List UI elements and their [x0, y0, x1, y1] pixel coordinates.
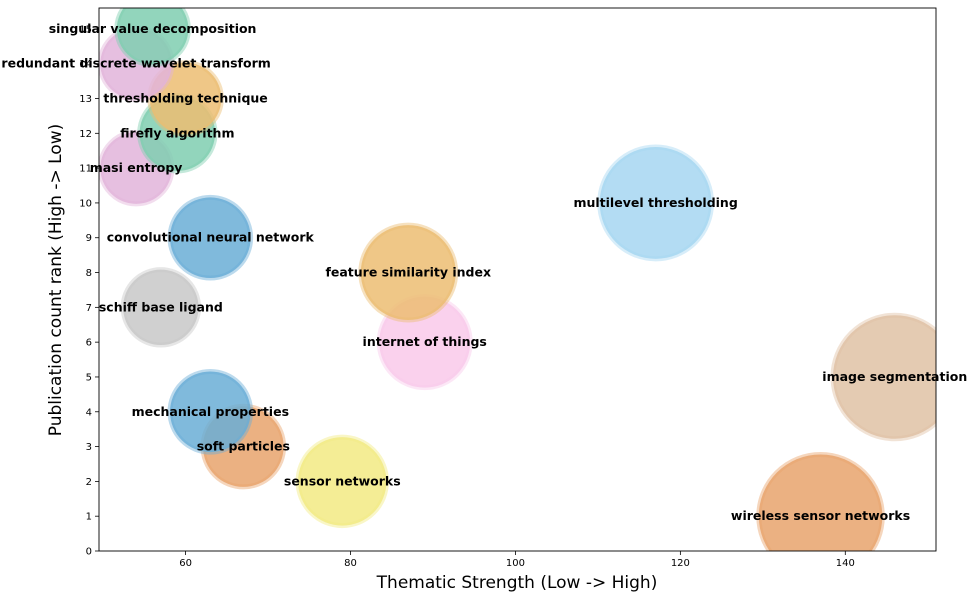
y-tick-label: 6	[86, 338, 92, 349]
x-tick-label: 140	[836, 558, 855, 569]
bubble-image-segmentation	[830, 312, 936, 442]
y-tick-label: 12	[79, 129, 92, 140]
bubble-label-layer: wireless sensor networks sensor networks s…	[1, 21, 967, 523]
bubble-mechanical-properties	[167, 368, 254, 455]
y-tick-label: 4	[86, 407, 92, 418]
y-tick-label: 15	[79, 24, 92, 35]
y-tick-label: 10	[79, 198, 92, 209]
y-axis-label: Publication count rank (High -> Low)	[46, 124, 66, 437]
bubble-label-masi-entropy: masi entropy	[90, 160, 183, 175]
bubble-label-sensor-networks: sensor networks	[284, 473, 401, 488]
y-tick-label: 9	[86, 233, 92, 244]
bubble-schiff-base-ligand	[120, 267, 202, 348]
bubble-wireless-sensor-networks	[756, 451, 885, 551]
bubble-sensor-networks	[295, 434, 389, 529]
y-tick-label: 5	[86, 372, 92, 383]
x-tick-label: 60	[179, 558, 192, 569]
bubble-singular-value-decomposition	[114, 8, 191, 68]
bubble-label-mechanical-properties: mechanical properties	[132, 404, 289, 419]
bubble-convolutional-neural-network	[167, 194, 254, 281]
bubble-label-feature-similarity-index: feature similarity index	[325, 265, 491, 280]
bubble-label-singular-value-decomposition: singular value decomposition	[49, 21, 257, 36]
x-axis-label: Thematic Strength (Low -> High)	[376, 573, 658, 593]
x-tick-label: 120	[671, 558, 690, 569]
y-tick-label: 11	[79, 164, 92, 175]
y-tick-label: 1	[86, 512, 92, 523]
bubble-label-image-segmentation: image segmentation	[822, 369, 967, 384]
bubble-label-firefly-algorithm: firefly algorithm	[120, 125, 234, 140]
bubble-label-thresholding-technique: thresholding technique	[103, 91, 267, 106]
bubble-layer	[99, 8, 936, 551]
x-axis: 60 80 100 120 140	[179, 551, 855, 569]
bubble-multilevel-thresholding	[597, 144, 715, 262]
plot-area-frame	[98, 7, 937, 552]
y-tick-label: 13	[79, 94, 92, 105]
y-tick-label: 2	[86, 477, 92, 488]
bubble-label-schiff-base-ligand: schiff base ligand	[99, 299, 223, 314]
bubble-label-redundant-discrete-wavelet-transform: redundant discrete wavelet transform	[1, 56, 270, 71]
y-tick-label: 3	[86, 442, 92, 453]
y-tick-label: 14	[79, 59, 92, 70]
x-tick-label: 80	[344, 558, 357, 569]
x-tick-label: 100	[506, 558, 525, 569]
y-tick-label: 0	[86, 547, 92, 558]
bubble-thresholding-technique	[147, 60, 224, 137]
y-tick-label: 8	[86, 268, 92, 279]
bubble-feature-similarity-index	[358, 222, 459, 323]
bubble-label-convolutional-neural-network: convolutional neural network	[107, 230, 315, 245]
y-tick-label: 7	[86, 303, 92, 314]
bubble-label-soft-particles: soft particles	[197, 439, 290, 454]
bubble-label-multilevel-thresholding: multilevel thresholding	[573, 195, 737, 210]
bubble-label-wireless-sensor-networks: wireless sensor networks	[731, 508, 910, 523]
bubble-label-internet-of-things: internet of things	[363, 334, 487, 349]
